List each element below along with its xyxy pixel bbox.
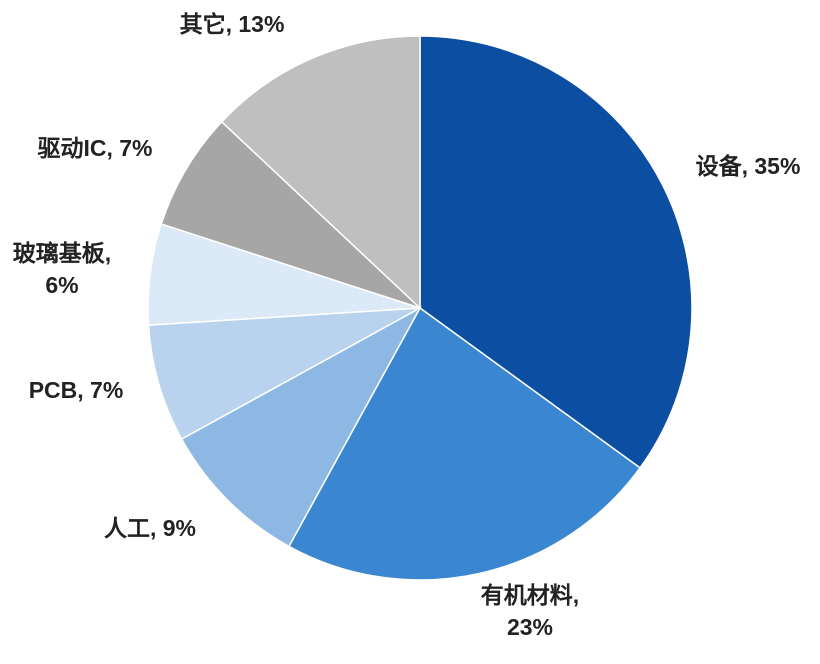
pie-slice (147, 307, 421, 441)
slice-label: PCB, 7% (29, 377, 124, 403)
slice-label: 驱动IC, 7% (37, 135, 152, 161)
pie-slice (160, 120, 421, 309)
slice-label: 人工, 9% (104, 515, 196, 541)
slice-label: 其它, 13% (180, 11, 285, 37)
slice-label: 有机材料, 23% (481, 582, 579, 640)
pie-slice (220, 35, 421, 310)
slice-label: 设备, 35% (696, 153, 801, 179)
slice-label: 玻璃基板, 6% (13, 240, 111, 298)
pie-slice (180, 306, 422, 548)
pie-slice (287, 306, 642, 581)
pie-slice (419, 35, 693, 469)
